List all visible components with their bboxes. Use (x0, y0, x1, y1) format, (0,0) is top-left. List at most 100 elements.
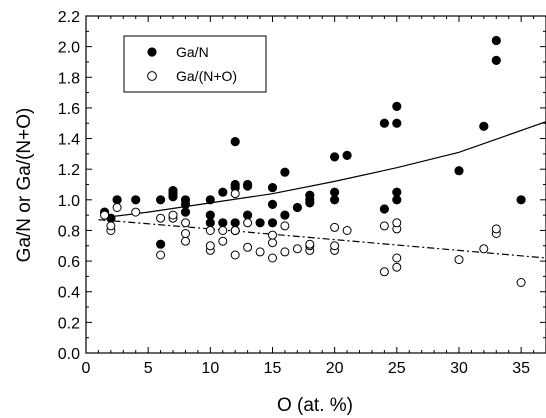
legend-label-ga-n: Ga/N (176, 44, 209, 60)
point-ga-n (218, 218, 228, 228)
point-ga-n (156, 195, 166, 205)
legend-marker-ga-n-o (147, 71, 157, 81)
point-ga-n-o (112, 203, 122, 212)
point-ga-n-o (255, 247, 265, 257)
point-ga-n-o (230, 226, 240, 235)
y-tick-label: 2.0 (58, 40, 80, 57)
point-ga-n-o (243, 242, 253, 252)
point-ga-n (131, 195, 141, 205)
y-tick-label: 2.2 (58, 9, 80, 26)
point-ga-n (379, 204, 390, 214)
legend-marker-ga-n (147, 47, 157, 57)
y-tick-label: 1.2 (58, 162, 80, 179)
point-ga-n (168, 186, 178, 196)
point-ga-n-o (491, 224, 501, 234)
point-ga-n (267, 218, 278, 228)
y-tick-label: 1.8 (58, 70, 80, 87)
point-ga-n (342, 150, 352, 160)
point-ga-n-o (205, 241, 215, 251)
point-ga-n-o (305, 239, 315, 249)
point-ga-n-o (379, 267, 389, 277)
axes (85, 15, 546, 354)
point-ga-n (330, 187, 340, 197)
point-ga-n-o (516, 278, 526, 287)
x-tick-label: 35 (512, 360, 530, 377)
fit-lines (98, 121, 546, 259)
y-tick-label: 0.0 (58, 346, 80, 363)
point-ga-n (205, 195, 215, 205)
y-tick-label: 1.6 (58, 101, 80, 118)
point-ga-n-o (181, 218, 190, 228)
point-ga-n-o (392, 262, 402, 272)
point-ga-n (491, 35, 501, 46)
point-ga-n (330, 152, 340, 162)
y-tick-label: 0.4 (58, 285, 80, 302)
point-ga-n-o (230, 189, 240, 199)
point-ga-n (230, 218, 240, 228)
legend: Ga/N Ga/(N+O) (123, 35, 267, 93)
point-ga-n-o (230, 250, 240, 260)
x-tick-label: 25 (388, 360, 406, 377)
point-ga-n (392, 118, 402, 128)
point-ga-n (267, 199, 278, 209)
tick-labels: 0 5 10 15 20 25 30 35 0.0 0.2 0.4 0.6 0.8 1.0 1.2 1.4 1.… (58, 9, 530, 377)
point-ga-n-o (379, 221, 389, 231)
point-ga-n (243, 179, 253, 190)
point-ga-n (255, 218, 265, 228)
y-tick-label: 0.6 (58, 254, 80, 271)
point-ga-n-o (156, 250, 166, 260)
point-ga-n-o (218, 236, 228, 246)
point-ga-n-o (268, 230, 277, 240)
point-ga-n-o (168, 210, 178, 220)
x-tick-label: 0 (82, 360, 91, 377)
point-ga-n-o (268, 238, 277, 248)
point-ga-n (292, 202, 303, 213)
x-axis-label: O (at. %) (277, 395, 353, 416)
fit-line-ga-n-o (98, 219, 546, 259)
point-ga-n (230, 137, 240, 147)
y-axis-label: Ga/N or Ga/(N+O) (14, 108, 35, 263)
x-tick-label: 10 (201, 360, 219, 377)
x-tick-label: 5 (144, 360, 153, 377)
point-ga-n (218, 187, 228, 197)
point-ga-n (305, 190, 315, 200)
point-ga-n (392, 187, 402, 197)
point-ga-n-o (205, 226, 215, 235)
point-ga-n-o (131, 207, 141, 217)
point-ga-n (243, 210, 253, 220)
point-ga-n-o (454, 255, 464, 265)
point-ga-n-o (181, 229, 190, 238)
point-ga-n (180, 195, 191, 205)
point-ga-n (516, 195, 526, 205)
point-ga-n (180, 207, 191, 217)
point-ga-n-o (156, 213, 166, 223)
point-ga-n-o (100, 210, 110, 220)
y-tick-label: 1.4 (58, 132, 80, 149)
point-ga-n-o (268, 253, 277, 263)
point-ga-n-o (330, 241, 340, 251)
x-tick-label: 30 (450, 360, 468, 377)
point-ga-n (491, 55, 501, 66)
point-ga-n (205, 210, 215, 220)
point-ga-n-o (181, 236, 190, 246)
point-ga-n-o (342, 226, 352, 235)
point-ga-n (112, 195, 122, 205)
point-ga-n (479, 121, 489, 131)
point-ga-n-o (392, 253, 402, 263)
point-ga-n-o (280, 221, 290, 231)
y-tick-label: 0.8 (58, 223, 80, 240)
point-ga-n-o (479, 244, 489, 254)
legend-box (123, 35, 267, 93)
y-tick-label: 0.2 (58, 315, 80, 332)
x-tick-label: 15 (264, 360, 282, 377)
point-ga-n-o (292, 244, 302, 254)
y-tick-label: 1.0 (58, 193, 80, 210)
point-ga-n-o (106, 221, 116, 231)
fit-line-ga-n (110, 121, 546, 218)
point-ga-n (267, 183, 278, 193)
point-ga-n-o (218, 226, 228, 235)
point-ga-n-o (243, 218, 253, 228)
point-ga-n-o (330, 222, 340, 232)
point-ga-n (280, 210, 290, 220)
